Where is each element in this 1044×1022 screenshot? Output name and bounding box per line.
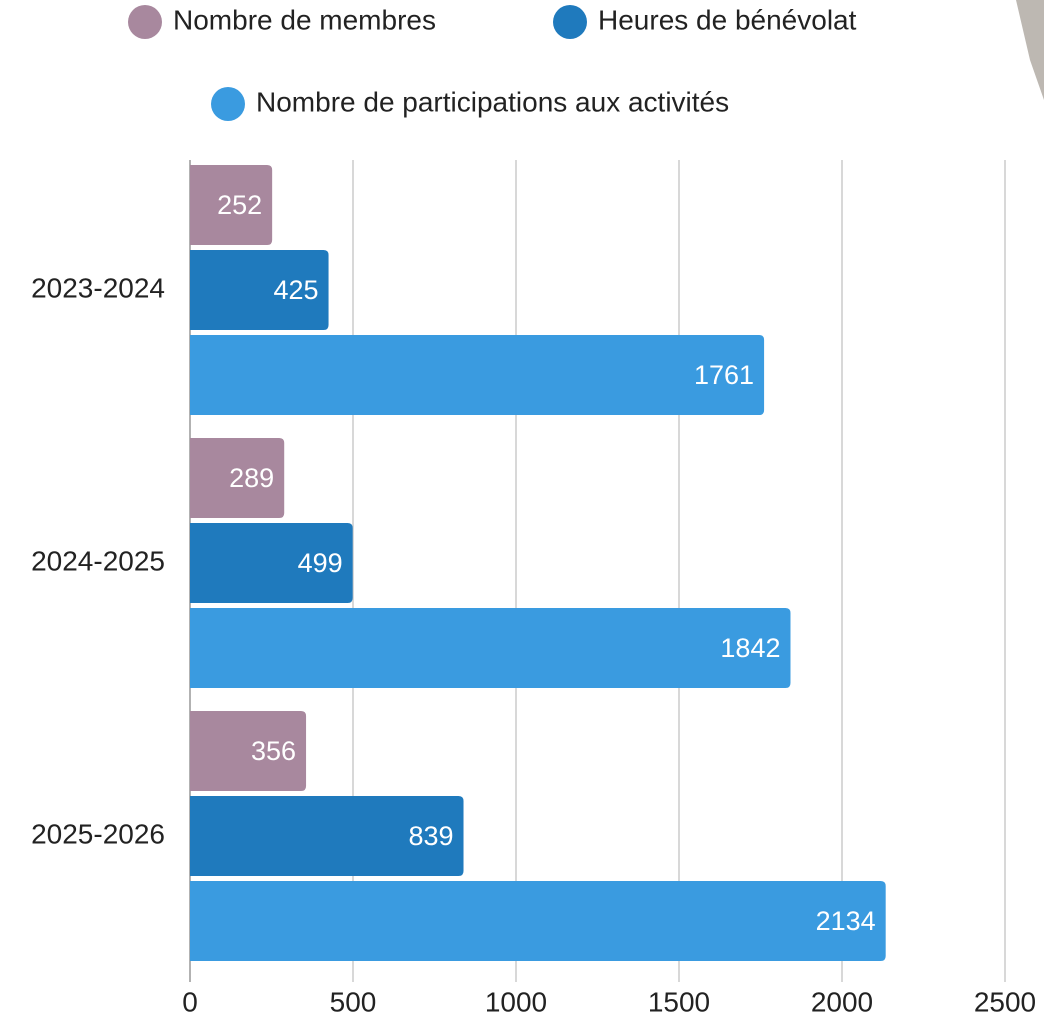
y-tick-label: 2023-2024: [31, 272, 165, 303]
data-label: 425: [273, 275, 318, 305]
bar: [190, 881, 886, 961]
data-label: 252: [217, 190, 262, 220]
y-tick-label: 2024-2025: [31, 545, 165, 576]
legend-label: Heures de bénévolat: [598, 4, 857, 35]
legend-marker: [128, 5, 162, 39]
x-tick-label: 2500: [974, 986, 1036, 1017]
decorative-photo-corner: [1016, 0, 1044, 100]
x-tick-label: 0: [182, 986, 198, 1017]
legend-marker: [211, 87, 245, 121]
page: {"chart_data": {"type": "bar", "orientat…: [0, 0, 1044, 1022]
data-label: 289: [229, 463, 274, 493]
legend-label: Nombre de membres: [173, 4, 436, 35]
data-label: 1761: [694, 360, 754, 390]
chart: 0 500 1000 1500 2000 2500 Nombre de membres Heu…: [0, 0, 1044, 1022]
x-tick-label: 1000: [485, 986, 547, 1017]
data-label: 499: [298, 548, 343, 578]
y-tick-label: 2025-2026: [31, 818, 165, 849]
legend-label: Nombre de participations aux activités: [256, 86, 729, 117]
data-label: 356: [251, 736, 296, 766]
legend-marker: [553, 5, 587, 39]
x-tick-label: 2000: [811, 986, 873, 1017]
x-tick-label: 1500: [648, 986, 710, 1017]
x-tick-label: 500: [330, 986, 377, 1017]
data-label: 839: [408, 821, 453, 851]
bar: [190, 335, 764, 415]
data-label: 1842: [720, 633, 780, 663]
bar: [190, 608, 790, 688]
data-label: 2134: [816, 906, 876, 936]
